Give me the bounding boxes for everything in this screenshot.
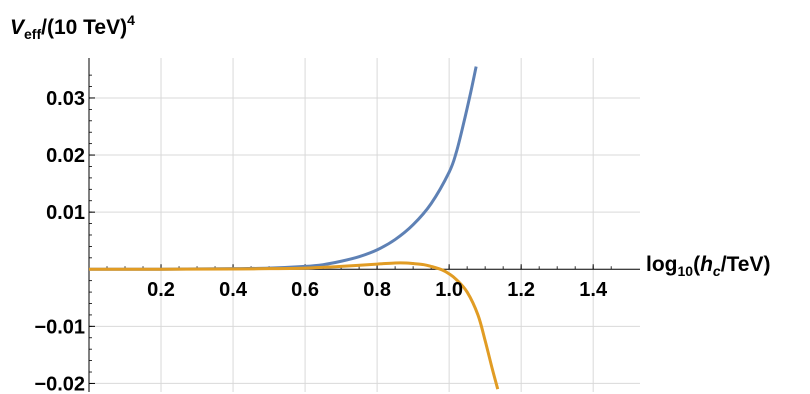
- x-tick-label: 1.2: [507, 279, 535, 301]
- x-tick-label: 0.8: [363, 279, 391, 301]
- series-layer: [88, 66, 500, 390]
- y-tick-label: 0.01: [46, 202, 85, 224]
- x-tick-label: 0.2: [147, 279, 175, 301]
- y-tick-label: 0.02: [46, 145, 85, 167]
- axes: [88, 58, 640, 392]
- x-tick-label: 1.4: [579, 279, 608, 301]
- tick-labels: 0.2 0.4 0.6 0.8 1.0 1.2 1.4 −0.02 −0.01 0.01 0.02 0…: [34, 88, 608, 394]
- y-axis-title: Veff/(10 TeV)4: [10, 12, 135, 42]
- x-axis-title: log10(hc/TeV): [646, 253, 771, 279]
- series-line-2: [88, 261, 500, 390]
- x-tick-label: 0.6: [291, 279, 319, 301]
- series-line-1: [88, 66, 478, 271]
- x-tick-label: 0.4: [219, 279, 248, 301]
- y-tick-label: −0.02: [34, 373, 85, 394]
- x-tick-label: 1.0: [435, 279, 463, 301]
- y-tick-label: 0.03: [46, 88, 85, 110]
- y-tick-label: −0.01: [34, 316, 85, 338]
- grid: [89, 58, 640, 392]
